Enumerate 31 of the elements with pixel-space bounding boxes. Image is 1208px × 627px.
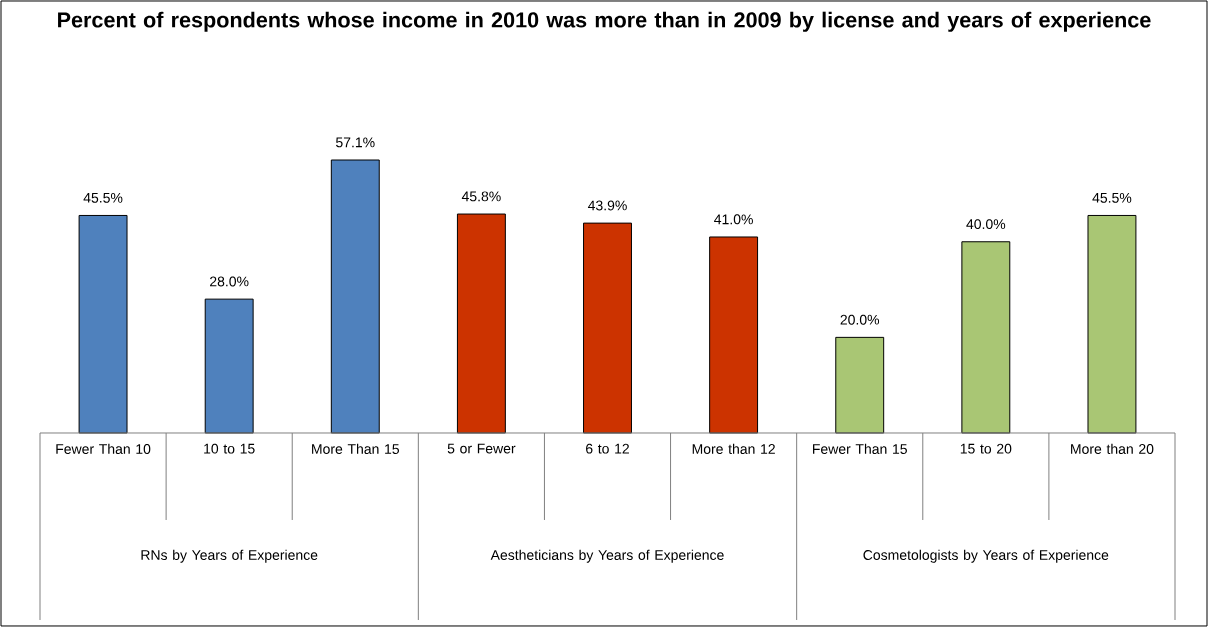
x-tick-label: 5 or Fewer (447, 443, 516, 454)
x-tick-label: Fewer Than 15 (813, 443, 907, 454)
bar (78, 214, 128, 434)
bar (456, 213, 506, 434)
bar (709, 236, 759, 434)
text: RNs by Years of Experience (141, 549, 318, 563)
data-label: 45.5% (83, 192, 123, 203)
bar (583, 222, 632, 434)
text: Cosmetologists by Years of Experience (863, 549, 1109, 563)
x-tick-label: More than 12 (692, 443, 775, 454)
data-label: 41.0% (714, 214, 753, 225)
bar (330, 159, 380, 434)
data-label: 45.5% (1092, 192, 1132, 203)
data-label: 20.0% (840, 314, 880, 325)
x-tick-label: 6 to 12 (586, 443, 629, 454)
data-label: 28.0% (210, 276, 249, 287)
x-tick-label: More Than 15 (312, 443, 400, 454)
data-label: 57.1% (336, 137, 375, 148)
bar (204, 298, 254, 434)
data-label: 43.9% (587, 200, 627, 211)
x-tick-label: 15 to 20 (960, 443, 1012, 454)
x-tick-label: Fewer Than 10 (56, 443, 151, 454)
bar (1087, 214, 1137, 434)
chart-title: Percent of respondents whose income in 2010 was more than in 2009 by license and years of experience (58, 11, 1151, 32)
x-tick-label: More than 20 (1071, 443, 1154, 454)
data-label: 45.8% (461, 191, 501, 202)
x-tick-label: 10 to 15 (204, 443, 255, 454)
data-label: 40.0% (966, 219, 1006, 230)
bar (835, 336, 885, 434)
bar (961, 241, 1011, 434)
text: Aestheticians by Years of Experience (490, 549, 724, 563)
